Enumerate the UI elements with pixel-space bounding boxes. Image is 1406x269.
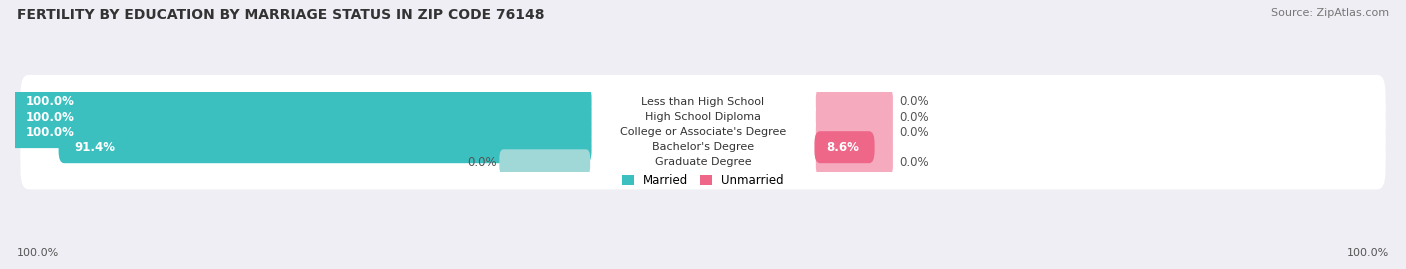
Text: 8.6%: 8.6%	[825, 141, 859, 154]
Text: 100.0%: 100.0%	[25, 126, 75, 139]
Text: 91.4%: 91.4%	[75, 141, 115, 154]
Text: Bachelor's Degree: Bachelor's Degree	[652, 142, 754, 152]
FancyBboxPatch shape	[10, 101, 592, 133]
FancyBboxPatch shape	[814, 131, 875, 163]
Text: 0.0%: 0.0%	[467, 156, 496, 169]
Text: 100.0%: 100.0%	[17, 248, 59, 258]
FancyBboxPatch shape	[21, 75, 1385, 129]
Text: FERTILITY BY EDUCATION BY MARRIAGE STATUS IN ZIP CODE 76148: FERTILITY BY EDUCATION BY MARRIAGE STATU…	[17, 8, 544, 22]
Text: 0.0%: 0.0%	[898, 156, 929, 169]
FancyBboxPatch shape	[10, 116, 592, 148]
Text: 100.0%: 100.0%	[1347, 248, 1389, 258]
FancyBboxPatch shape	[21, 90, 1385, 144]
FancyBboxPatch shape	[815, 89, 893, 115]
Text: High School Diploma: High School Diploma	[645, 112, 761, 122]
FancyBboxPatch shape	[59, 131, 592, 163]
Text: Graduate Degree: Graduate Degree	[655, 157, 751, 167]
FancyBboxPatch shape	[10, 86, 592, 118]
Text: 100.0%: 100.0%	[25, 111, 75, 123]
Text: Source: ZipAtlas.com: Source: ZipAtlas.com	[1271, 8, 1389, 18]
Text: 0.0%: 0.0%	[898, 95, 929, 108]
FancyBboxPatch shape	[21, 105, 1385, 159]
FancyBboxPatch shape	[21, 135, 1385, 189]
Text: 100.0%: 100.0%	[25, 95, 75, 108]
Text: College or Associate's Degree: College or Associate's Degree	[620, 127, 786, 137]
Text: 0.0%: 0.0%	[898, 111, 929, 123]
FancyBboxPatch shape	[815, 119, 893, 145]
FancyBboxPatch shape	[815, 149, 893, 175]
FancyBboxPatch shape	[21, 120, 1385, 174]
FancyBboxPatch shape	[815, 104, 893, 130]
FancyBboxPatch shape	[499, 149, 591, 175]
Text: 0.0%: 0.0%	[898, 126, 929, 139]
FancyBboxPatch shape	[815, 134, 893, 160]
Text: Less than High School: Less than High School	[641, 97, 765, 107]
Legend: Married, Unmarried: Married, Unmarried	[617, 169, 789, 192]
